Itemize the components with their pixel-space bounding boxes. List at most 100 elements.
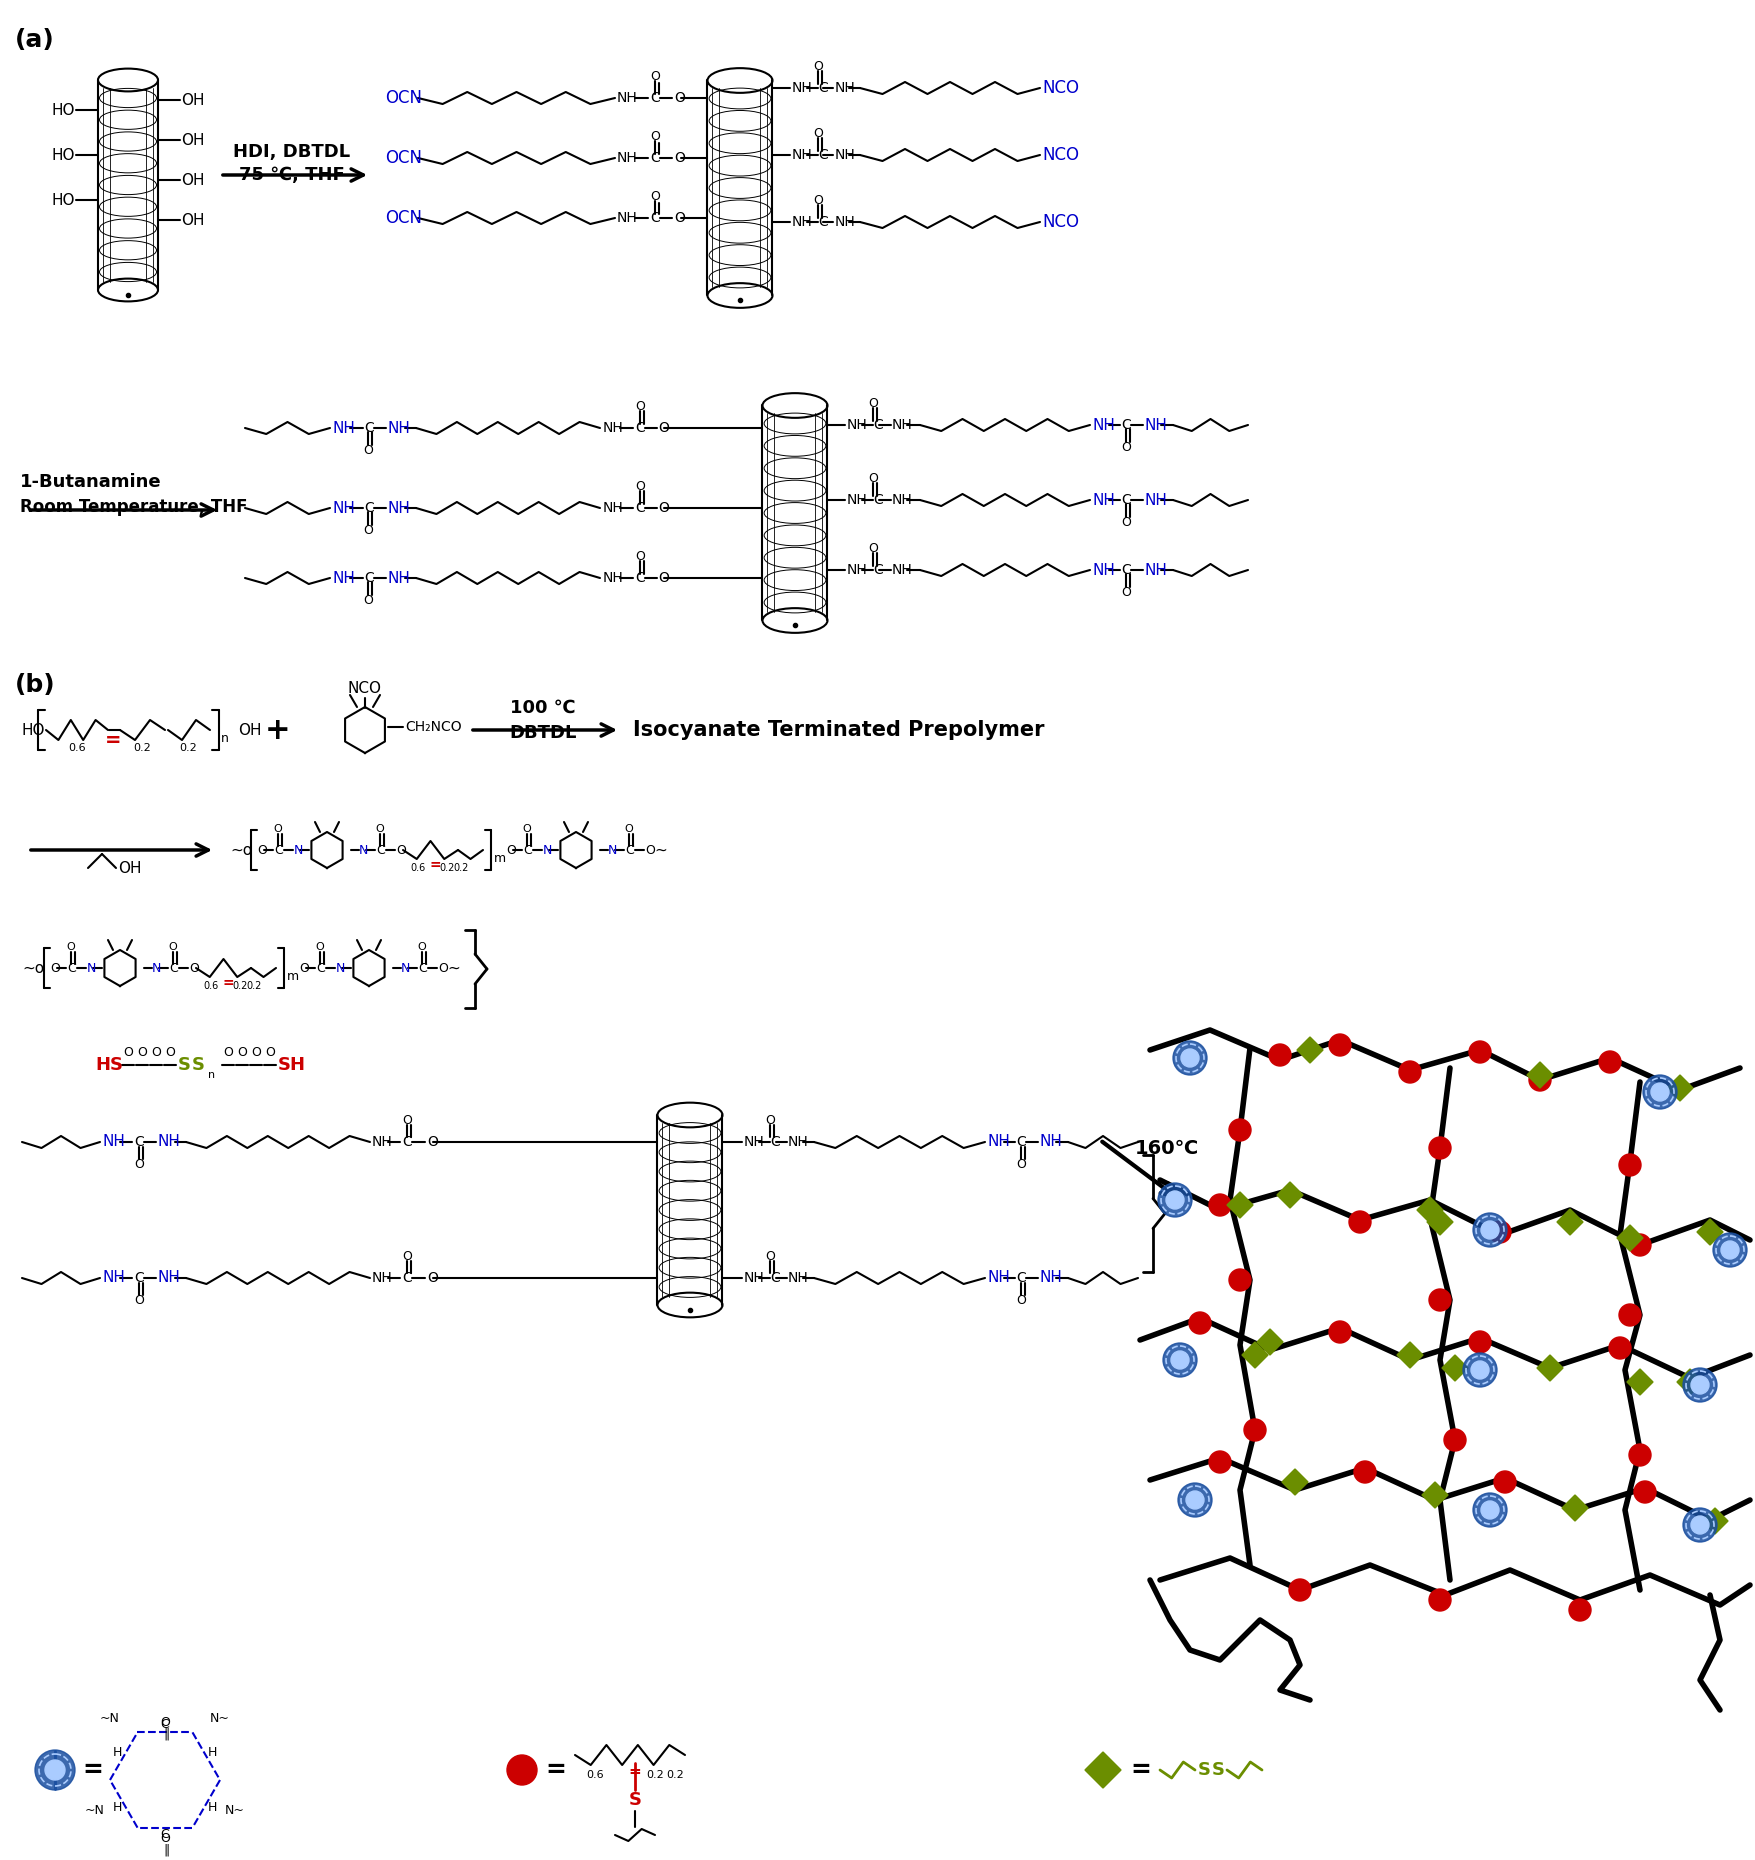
Text: O: O [363, 593, 372, 606]
Circle shape [1158, 1183, 1192, 1216]
Text: NH: NH [1093, 417, 1116, 433]
Text: SH: SH [277, 1056, 305, 1073]
Text: O: O [133, 1293, 144, 1306]
Text: NH: NH [1093, 493, 1116, 508]
Text: C: C [363, 420, 374, 435]
Text: C: C [818, 149, 828, 162]
Circle shape [1722, 1241, 1739, 1259]
Text: N~: N~ [225, 1804, 246, 1817]
Text: O: O [190, 962, 198, 975]
Text: O: O [316, 941, 325, 952]
Text: O: O [765, 1114, 776, 1127]
Text: O: O [376, 824, 384, 833]
Text: =: = [546, 1758, 565, 1782]
Circle shape [1429, 1289, 1451, 1311]
Text: O: O [223, 1047, 233, 1060]
Circle shape [507, 1756, 537, 1786]
Text: H: H [112, 1747, 123, 1760]
Circle shape [1529, 1070, 1551, 1092]
Text: C: C [402, 1270, 412, 1285]
Text: NH: NH [788, 1270, 809, 1285]
Text: NH: NH [744, 1270, 765, 1285]
Text: C: C [363, 500, 374, 515]
Text: NH: NH [388, 571, 411, 586]
Text: C: C [635, 420, 644, 435]
Text: C: C [1016, 1270, 1025, 1285]
Text: (a): (a) [16, 28, 54, 52]
Text: H: H [207, 1747, 218, 1760]
Circle shape [1609, 1337, 1630, 1360]
Text: 0.2: 0.2 [646, 1771, 663, 1780]
Text: C: C [523, 843, 532, 856]
Text: O: O [635, 480, 644, 493]
Text: C: C [872, 418, 883, 432]
Text: O: O [674, 210, 684, 225]
Text: O: O [67, 941, 75, 952]
Text: O: O [649, 190, 660, 203]
Text: O: O [1016, 1293, 1027, 1306]
Text: ~o: ~o [23, 960, 44, 975]
Text: O: O [649, 130, 660, 143]
Text: O: O [635, 400, 644, 413]
Circle shape [1244, 1419, 1265, 1442]
Text: ~: ~ [655, 843, 667, 857]
Text: 0.2: 0.2 [133, 742, 151, 753]
Circle shape [1472, 1494, 1508, 1527]
Text: C: C [133, 1270, 144, 1285]
Circle shape [1634, 1481, 1657, 1503]
Text: 160℃: 160℃ [1135, 1138, 1199, 1157]
Text: C: C [1121, 418, 1130, 432]
Circle shape [1355, 1460, 1376, 1482]
Polygon shape [1281, 1469, 1307, 1495]
Text: O: O [251, 1047, 261, 1060]
Text: OH: OH [181, 93, 205, 108]
Circle shape [1288, 1579, 1311, 1601]
Text: O: O [869, 396, 878, 409]
Text: 0.6: 0.6 [411, 863, 426, 872]
Circle shape [1481, 1501, 1499, 1520]
Text: m: m [288, 969, 298, 982]
Text: 0.2: 0.2 [439, 863, 455, 872]
Text: NH: NH [372, 1135, 393, 1149]
Polygon shape [1085, 1752, 1121, 1787]
Text: O: O [1121, 515, 1130, 528]
Text: O: O [49, 962, 60, 975]
Text: C: C [274, 843, 283, 856]
Text: NH: NH [333, 500, 356, 515]
Circle shape [1488, 1220, 1511, 1242]
Text: HO: HO [51, 192, 75, 208]
Text: N: N [335, 962, 346, 975]
Text: O: O [658, 500, 669, 515]
Text: H: H [207, 1800, 218, 1814]
Text: C: C [363, 571, 374, 586]
Text: OH: OH [181, 173, 205, 188]
Text: C: C [316, 962, 325, 975]
Circle shape [1629, 1233, 1651, 1256]
Text: NH: NH [104, 1135, 126, 1149]
Text: OH: OH [118, 861, 142, 876]
Circle shape [1171, 1350, 1188, 1369]
Text: C: C [168, 962, 177, 975]
Text: +: + [265, 716, 291, 744]
Text: O: O [151, 1047, 161, 1060]
Text: NH: NH [788, 1135, 809, 1149]
Text: H: H [112, 1800, 123, 1814]
Text: O: O [298, 962, 309, 975]
Text: C: C [872, 564, 883, 577]
Text: NH: NH [618, 210, 637, 225]
Text: O: O [168, 941, 177, 952]
Text: NH: NH [604, 571, 623, 586]
Text: NH: NH [1041, 1135, 1064, 1149]
Polygon shape [1697, 1218, 1723, 1244]
Circle shape [1481, 1220, 1499, 1239]
Text: O: O [635, 549, 644, 562]
Text: NH: NH [848, 418, 867, 432]
Circle shape [1620, 1153, 1641, 1176]
Text: NH: NH [333, 420, 356, 435]
Circle shape [1469, 1042, 1492, 1064]
Text: O: O [649, 69, 660, 82]
Polygon shape [1527, 1062, 1553, 1088]
Text: O: O [237, 1047, 247, 1060]
Text: 0.2: 0.2 [246, 980, 261, 991]
Text: O: O [256, 843, 267, 856]
